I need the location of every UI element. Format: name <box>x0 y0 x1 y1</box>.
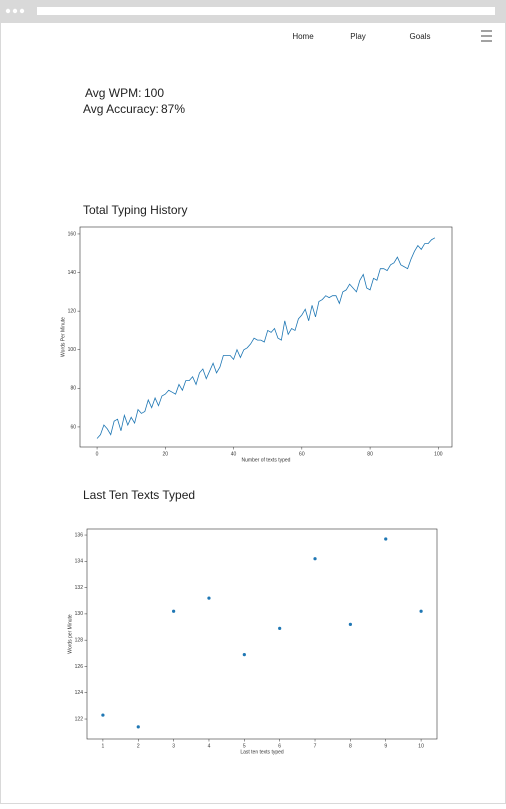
window-dot <box>12 8 18 14</box>
data-line <box>96 237 436 439</box>
plot-frame <box>79 226 453 448</box>
x-axis-label: Last ten texts typed <box>240 749 284 755</box>
y-tick-label: 134 <box>75 559 84 565</box>
x-tick-label: 3 <box>172 743 175 749</box>
data-point <box>278 626 282 630</box>
y-axis-label: Words Per Minute <box>60 317 66 357</box>
stat-value: 100 <box>144 86 164 100</box>
data-point <box>172 609 176 613</box>
x-tick-label: 8 <box>349 743 352 749</box>
y-tick-label: 122 <box>75 716 84 722</box>
x-tick-label: 0 <box>96 451 99 457</box>
address-bar[interactable] <box>37 7 495 15</box>
window-dot <box>5 8 11 14</box>
y-tick-label: 60 <box>70 424 76 430</box>
x-tick-label: 80 <box>367 451 373 457</box>
y-tick-label: 124 <box>75 690 84 696</box>
x-tick-label: 5 <box>243 743 246 749</box>
x-axis-label: Number of texts typed <box>242 457 291 463</box>
data-point <box>136 725 140 729</box>
y-tick-label: 100 <box>68 347 77 353</box>
x-tick-label: 60 <box>299 451 305 457</box>
x-tick-label: 100 <box>434 451 443 457</box>
nav-link[interactable]: Home <box>292 32 314 41</box>
x-tick-label: 2 <box>137 743 140 749</box>
y-tick-label: 126 <box>75 664 84 670</box>
stat-label: Avg WPM: <box>85 86 141 100</box>
x-tick-label: 20 <box>163 451 169 457</box>
data-point <box>207 596 211 600</box>
stat-value: 87% <box>161 102 185 116</box>
data-point <box>313 557 317 561</box>
nav-link[interactable]: Play <box>350 32 366 41</box>
x-tick-label: 4 <box>208 743 211 749</box>
x-tick-label: 1 <box>102 743 105 749</box>
y-tick-label: 130 <box>75 611 84 617</box>
window-frame <box>0 21 506 805</box>
y-tick-label: 80 <box>70 386 76 392</box>
window-dot <box>19 8 25 14</box>
x-tick-label: 9 <box>384 743 387 749</box>
menu-icon[interactable] <box>481 30 492 42</box>
y-tick-label: 140 <box>68 270 77 276</box>
x-tick-label: 7 <box>314 743 317 749</box>
y-tick-label: 128 <box>75 638 84 644</box>
nav-link[interactable]: Goals <box>410 32 431 41</box>
y-tick-label: 120 <box>68 308 77 314</box>
data-point <box>242 653 246 657</box>
y-tick-label: 136 <box>75 532 84 538</box>
chart-title: Total Typing History <box>83 203 188 217</box>
x-tick-label: 40 <box>231 451 237 457</box>
data-point <box>419 609 423 613</box>
y-tick-label: 160 <box>68 231 77 237</box>
data-point <box>101 713 105 717</box>
chart-title: Last Ten Texts Typed <box>83 488 195 502</box>
x-tick-label: 10 <box>418 743 424 749</box>
x-tick-label: 6 <box>278 743 281 749</box>
y-tick-label: 132 <box>75 585 84 591</box>
stat-label: Avg Accuracy: <box>83 102 159 116</box>
data-point <box>384 537 388 541</box>
data-point <box>348 622 352 627</box>
plot-frame <box>86 528 438 740</box>
y-axis-label: Words per Minute <box>67 614 73 654</box>
